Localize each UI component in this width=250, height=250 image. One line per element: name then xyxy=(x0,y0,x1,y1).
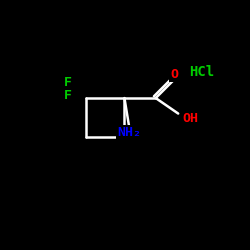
Text: F: F xyxy=(64,76,72,89)
Text: HCl: HCl xyxy=(189,66,214,80)
Text: F: F xyxy=(64,88,72,102)
Text: NH₂: NH₂ xyxy=(117,126,141,139)
Text: OH: OH xyxy=(183,112,199,124)
Text: O: O xyxy=(170,68,178,81)
